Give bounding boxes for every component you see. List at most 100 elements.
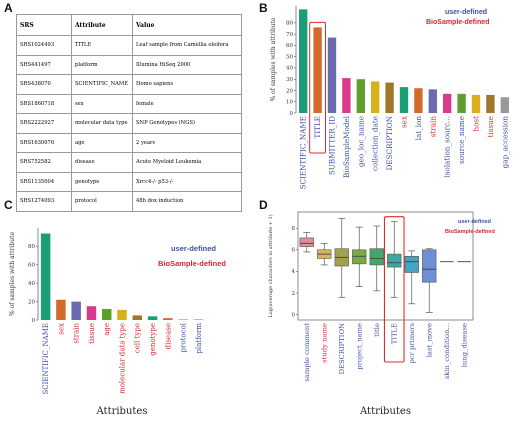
table-cell: TITLE: [71, 35, 133, 56]
bar: [385, 82, 394, 113]
box-iqr: [387, 253, 402, 268]
y-axis-label: % of samples with attribute: [270, 17, 277, 102]
bar: [486, 94, 495, 113]
bar: [313, 27, 322, 113]
table-header-value: Value: [132, 14, 242, 36]
panel-c-legend-biosample: BioSample-defined: [158, 259, 226, 268]
x-category-label: sample comment: [303, 323, 311, 382]
x-category-label: strain: [73, 323, 81, 344]
bar: [327, 37, 337, 113]
bar: [101, 308, 112, 320]
x-category-label: disease: [164, 323, 172, 349]
x-category-label: project_name: [356, 323, 364, 370]
table-cell: SRS441497: [16, 54, 72, 75]
y-tick-label: 30: [286, 77, 293, 83]
x-category-label: tissue: [88, 323, 96, 344]
panel-a-letter: A: [4, 1, 13, 15]
x-category-label: collection_date: [371, 116, 380, 171]
x-category-label: genotype: [149, 323, 157, 356]
x-category-label: DESCRIPTION: [338, 323, 346, 374]
table-cell: SRS1135004: [16, 171, 72, 192]
panel-d-box-chart: 0 2 4 6 8 sample comment study name DESCRIPTION…: [267, 211, 474, 417]
table-cell: SRS438070: [16, 74, 72, 95]
table-header-srs: SRS: [16, 14, 72, 36]
table-row: SRS1630076 age 2 years: [16, 132, 242, 153]
y-tick-label: 60: [286, 43, 293, 49]
x-category-label: platform: [195, 323, 203, 354]
panel-d-legend-user: user-defined: [458, 219, 492, 225]
bar: [471, 94, 481, 113]
x-axis-label: Attributes: [96, 406, 148, 417]
y-tick-label: 2: [292, 291, 296, 297]
bar: [299, 9, 308, 114]
table-row: SRS2222927 molecular data type SNP Genotyp…: [16, 113, 242, 134]
table-row: SRS1135004 genotype Xrcc4-/- p53-/-: [16, 171, 242, 192]
bar: [86, 306, 97, 320]
x-category-label: last_move: [426, 323, 434, 357]
panel-b-letter: B: [259, 1, 268, 15]
y-tick-label: 10: [286, 100, 293, 106]
x-category-label: DESCRIPTION: [385, 116, 394, 170]
box-iqr: [422, 249, 437, 283]
box-iqr: [369, 248, 384, 266]
panel-c-letter: C: [4, 198, 13, 212]
table-cell: age: [71, 132, 133, 153]
x-category-label: source_name: [457, 116, 466, 164]
table-row: SRS1024493 TITLE Leaf sample from Camellia…: [16, 35, 242, 56]
x-category-label: sex: [400, 116, 409, 128]
box-iqr: [352, 249, 367, 265]
x-category-label: host: [472, 116, 481, 132]
x-category-label: cell type: [134, 323, 142, 353]
x-category-label: TITLE: [391, 323, 399, 344]
bar: [342, 78, 351, 113]
x-category-label: lat_lon: [414, 116, 423, 141]
y-tick-label: 40: [28, 281, 35, 287]
bar: [443, 93, 452, 113]
box-iqr: [404, 255, 419, 273]
bar: [371, 81, 380, 113]
panel-c-legend-user: user-defined: [171, 244, 217, 253]
x-category-label: lung_disease: [461, 323, 469, 367]
y-tick-label: 80: [28, 244, 35, 250]
y-tick-label: 80: [286, 21, 293, 27]
table-row: SRS1274093 protocol 48h dox induction: [16, 191, 242, 212]
table-row: SRS438070 SCIENTIFIC_NAME Homo sapiens: [16, 74, 242, 95]
x-category-label: SCIENTIFIC_NAME: [299, 116, 308, 189]
bar: [356, 79, 365, 113]
panel-d-letter: D: [259, 198, 268, 212]
x-category-label: SUBMITTER_ID: [328, 116, 337, 175]
x-category-label: title: [373, 323, 381, 337]
table-row: SRS441497 platform Illumina HiSeq 2000: [16, 54, 242, 75]
x-category-label: skin_condition...: [443, 323, 451, 379]
highlight-box: [383, 216, 405, 363]
x-category-label: BioSampleModel: [342, 115, 351, 178]
panel-b-bar-chart: 0 10 20 30 40 50 60 70 80 SCIENTIFIC_NAME TITLE SUB…: [270, 6, 509, 189]
table-header-attribute: Attribute: [71, 14, 133, 36]
x-category-label: isolation_sourc...: [443, 116, 452, 178]
table-cell: Homo sapiens: [132, 74, 242, 95]
y-tick-label: 60: [28, 263, 35, 269]
table-cell: protocol: [71, 191, 133, 212]
plot-frame: [297, 211, 474, 321]
bar: [56, 299, 66, 320]
y-tick-label: 0: [290, 111, 294, 117]
panel-c-bar-chart: 0 20 40 60 80 SCIENTIFIC_NAME sex strain tissue a…: [9, 228, 204, 417]
y-tick-label: 20: [28, 299, 35, 305]
table-cell: Illumina HiSeq 2000: [132, 54, 242, 75]
table-cell: disease: [71, 152, 133, 173]
x-category-label: TITLE: [313, 116, 322, 138]
bar: [500, 97, 509, 113]
srs-attribute-table: SRS Attribute Value SRS1024493 TITLE Leaf …: [16, 14, 242, 212]
bar: [147, 316, 158, 320]
table-cell: sex: [71, 93, 133, 114]
table-cell: SNP Genotypes (NGS): [132, 113, 242, 134]
y-tick-label: 50: [286, 54, 293, 60]
table-cell: molecular data type: [71, 113, 133, 134]
table-cell: SRS752582: [16, 152, 72, 173]
x-category-label: study name: [321, 323, 329, 363]
x-category-label: strain: [428, 116, 437, 138]
y-tick-label: 20: [286, 88, 293, 94]
bar: [414, 88, 423, 113]
x-category-label: sex: [57, 323, 65, 335]
x-category-label: tissue: [486, 116, 495, 137]
